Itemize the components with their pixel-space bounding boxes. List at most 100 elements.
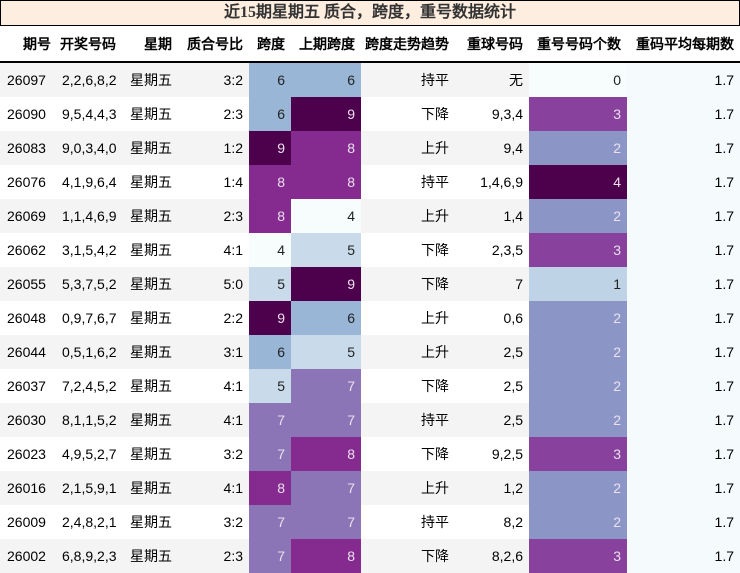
cell-ratio: 2:3 bbox=[178, 199, 249, 233]
cell-repeat-count: 3 bbox=[529, 233, 627, 267]
table-row: 26097 2,2,6,8,2 星期五 3:2 6 6 持平无 0 1.7 bbox=[0, 62, 740, 97]
cell-span: 9 bbox=[249, 301, 291, 335]
cell-repeat-count: 2 bbox=[529, 335, 627, 369]
cell-ratio: 1:2 bbox=[178, 131, 249, 165]
col-header-numbers: 开奖号码 bbox=[57, 26, 122, 63]
cell-prev-span: 8 bbox=[291, 165, 361, 199]
cell-repeat-count: 2 bbox=[529, 471, 627, 505]
cell-weekday: 星期五 bbox=[122, 505, 178, 539]
cell-prev-span: 8 bbox=[291, 131, 361, 165]
cell-avg: 1.7 bbox=[627, 403, 740, 437]
cell-weekday: 星期五 bbox=[122, 267, 178, 301]
cell-repeat-nums: 0,6 bbox=[455, 301, 529, 335]
table-row: 26083 9,0,3,4,0 星期五 1:2 9 8 上升 9,4 2 1.7 bbox=[0, 131, 740, 165]
table-row: 26048 0,9,7,6,7 星期五 2:2 9 6 上升 0,6 2 1.7 bbox=[0, 301, 740, 335]
cell-avg: 1.7 bbox=[627, 301, 740, 335]
col-header-weekday: 星期 bbox=[122, 26, 178, 63]
cell-repeat-nums: 无 bbox=[455, 62, 529, 97]
cell-repeat-nums: 9,3,4 bbox=[455, 97, 529, 131]
cell-trend: 下降 bbox=[361, 539, 455, 573]
cell-avg: 1.7 bbox=[627, 62, 740, 97]
cell-numbers: 2,1,5,9,1 bbox=[57, 471, 122, 505]
cell-numbers: 9,0,3,4,0 bbox=[57, 131, 122, 165]
cell-ratio: 2:3 bbox=[178, 539, 249, 573]
cell-weekday: 星期五 bbox=[122, 199, 178, 233]
cell-numbers: 0,5,1,6,2 bbox=[57, 335, 122, 369]
cell-issue: 26062 bbox=[0, 233, 57, 267]
cell-span: 6 bbox=[249, 62, 291, 97]
cell-prev-span: 6 bbox=[291, 62, 361, 97]
cell-numbers: 5,3,7,5,2 bbox=[57, 267, 122, 301]
cell-issue: 26009 bbox=[0, 505, 57, 539]
cell-repeat-nums: 8,2 bbox=[455, 505, 529, 539]
cell-trend: 下降 bbox=[361, 267, 455, 301]
cell-span: 7 bbox=[249, 505, 291, 539]
cell-weekday: 星期五 bbox=[122, 165, 178, 199]
cell-avg: 1.7 bbox=[627, 131, 740, 165]
cell-trend: 持平 bbox=[361, 505, 455, 539]
cell-weekday: 星期五 bbox=[122, 233, 178, 267]
cell-numbers: 4,9,5,2,7 bbox=[57, 437, 122, 471]
cell-numbers: 6,8,9,2,3 bbox=[57, 539, 122, 573]
cell-ratio: 2:3 bbox=[178, 97, 249, 131]
cell-weekday: 星期五 bbox=[122, 97, 178, 131]
cell-issue: 26030 bbox=[0, 403, 57, 437]
cell-weekday: 星期五 bbox=[122, 301, 178, 335]
cell-ratio: 3:1 bbox=[178, 335, 249, 369]
cell-repeat-count: 1 bbox=[529, 267, 627, 301]
cell-weekday: 星期五 bbox=[122, 62, 178, 97]
cell-prev-span: 4 bbox=[291, 199, 361, 233]
cell-weekday: 星期五 bbox=[122, 335, 178, 369]
cell-prev-span: 9 bbox=[291, 97, 361, 131]
cell-span: 6 bbox=[249, 335, 291, 369]
cell-repeat-nums: 2,5 bbox=[455, 369, 529, 403]
cell-trend: 上升 bbox=[361, 131, 455, 165]
table-row: 26002 6,8,9,2,3 星期五 2:3 7 8 下降 8,2,6 3 1.7 bbox=[0, 539, 740, 573]
cell-trend: 下降 bbox=[361, 233, 455, 267]
cell-repeat-count: 3 bbox=[529, 437, 627, 471]
cell-span: 7 bbox=[249, 403, 291, 437]
cell-ratio: 4:1 bbox=[178, 369, 249, 403]
cell-span: 5 bbox=[249, 369, 291, 403]
table-row: 26009 2,4,8,2,1 星期五 3:2 7 7 持平 8,2 2 1.7 bbox=[0, 505, 740, 539]
cell-repeat-count: 2 bbox=[529, 199, 627, 233]
cell-avg: 1.7 bbox=[627, 267, 740, 301]
col-header-span: 跨度 bbox=[249, 26, 291, 63]
cell-numbers: 8,1,1,5,2 bbox=[57, 403, 122, 437]
cell-prev-span: 7 bbox=[291, 369, 361, 403]
cell-span: 9 bbox=[249, 131, 291, 165]
header-row: 期号 开奖号码 星期 质合号比 跨度 上期跨度 跨度走势趋势 重球号码 重号号码… bbox=[0, 26, 740, 63]
table-caption: 近15期星期五 质合，跨度，重号数据统计 bbox=[0, 0, 740, 26]
cell-trend: 上升 bbox=[361, 301, 455, 335]
cell-numbers: 7,2,4,5,2 bbox=[57, 369, 122, 403]
table-row: 26044 0,5,1,6,2 星期五 3:1 6 5 上升 2,5 2 1.7 bbox=[0, 335, 740, 369]
cell-span: 7 bbox=[249, 437, 291, 471]
col-header-avg: 重码平均每期数 bbox=[627, 26, 740, 63]
cell-issue: 26044 bbox=[0, 335, 57, 369]
cell-weekday: 星期五 bbox=[122, 369, 178, 403]
cell-prev-span: 7 bbox=[291, 471, 361, 505]
table-row: 26037 7,2,4,5,2 星期五 4:1 5 7 下降 2,5 2 1.7 bbox=[0, 369, 740, 403]
cell-numbers: 4,1,9,6,4 bbox=[57, 165, 122, 199]
cell-numbers: 2,2,6,8,2 bbox=[57, 62, 122, 97]
cell-repeat-count: 2 bbox=[529, 301, 627, 335]
col-header-ratio: 质合号比 bbox=[178, 26, 249, 63]
cell-trend: 上升 bbox=[361, 335, 455, 369]
cell-repeat-count: 3 bbox=[529, 539, 627, 573]
cell-trend: 下降 bbox=[361, 369, 455, 403]
cell-issue: 26002 bbox=[0, 539, 57, 573]
table-row: 26016 2,1,5,9,1 星期五 4:1 8 7 上升 1,2 2 1.7 bbox=[0, 471, 740, 505]
cell-repeat-nums: 1,4,6,9 bbox=[455, 165, 529, 199]
cell-prev-span: 8 bbox=[291, 539, 361, 573]
cell-trend: 上升 bbox=[361, 471, 455, 505]
cell-issue: 26097 bbox=[0, 62, 57, 97]
cell-repeat-count: 2 bbox=[529, 403, 627, 437]
cell-span: 8 bbox=[249, 199, 291, 233]
cell-numbers: 3,1,5,4,2 bbox=[57, 233, 122, 267]
cell-prev-span: 7 bbox=[291, 505, 361, 539]
cell-issue: 26076 bbox=[0, 165, 57, 199]
table-row: 26030 8,1,1,5,2 星期五 4:1 7 7 持平 2,5 2 1.7 bbox=[0, 403, 740, 437]
cell-numbers: 2,4,8,2,1 bbox=[57, 505, 122, 539]
cell-issue: 26083 bbox=[0, 131, 57, 165]
